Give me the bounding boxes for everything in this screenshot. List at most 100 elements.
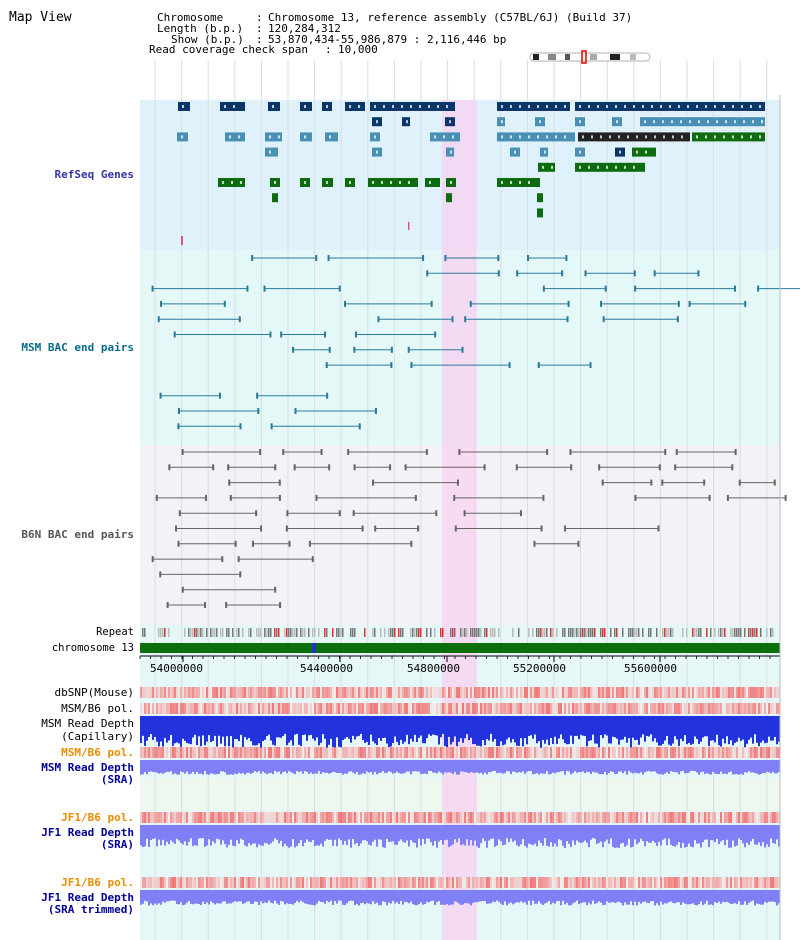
jf1-depth-sra-bar [370, 825, 372, 846]
exon-gap [510, 135, 512, 139]
msm-pol2-heat [146, 747, 148, 758]
repeat-element [518, 628, 520, 637]
jf1-pol-heat [218, 812, 220, 823]
msm-pol2-heat [772, 747, 774, 758]
msm-depth-sra-bar [704, 760, 706, 775]
repeat-element [672, 628, 674, 637]
msm-pol-heat [636, 703, 638, 714]
dbsnp-heat [594, 687, 596, 698]
msm-depth-cap-bar [218, 716, 220, 736]
msm-pol2-heat [552, 747, 554, 758]
jf1-depth-sra-bar [468, 825, 470, 846]
msm-pol2-heat [320, 747, 322, 758]
msm-depth-cap-bar [588, 716, 590, 741]
exon-gap [349, 105, 351, 108]
repeat-element [336, 628, 338, 637]
jf1-pol2-heat [638, 877, 640, 888]
msm-depth-sra-bar [500, 760, 502, 773]
jf1-depth-sra-bar [196, 825, 198, 846]
msm-pol-heat [550, 703, 552, 714]
jf1-pol-heat [738, 812, 740, 823]
dbsnp-heat [754, 687, 756, 698]
jf1-depth-sra-bar [170, 825, 172, 841]
jf1-pol2-heat [712, 877, 714, 888]
jf1-depth-trim-bar [270, 890, 272, 903]
jf1-depth-sra-bar [660, 825, 662, 846]
jf1-depth-trim-bar [508, 890, 510, 904]
b6n-bac-pair-end [159, 571, 162, 578]
msm-pol2-heat [412, 747, 414, 758]
dbsnp-heat [348, 687, 350, 698]
jf1-depth-trim-bar [358, 890, 360, 906]
exon-gap [501, 105, 503, 108]
msm-bac-pair-end [422, 255, 425, 261]
msm-pol-heat [662, 703, 664, 714]
jf1-depth-sra-bar [190, 825, 192, 839]
exon-gap [615, 165, 617, 169]
jf1-pol-heat [516, 812, 518, 823]
msm-depth-cap-bar [762, 716, 764, 741]
msm-depth-sra-bar [158, 760, 160, 774]
msm-pol-heat [372, 703, 374, 714]
b6n-bac-pair-end [288, 540, 291, 547]
repeat-element [730, 628, 732, 637]
msm-pol-heat [300, 703, 302, 714]
msm-depth-cap-bar [312, 716, 314, 739]
length-label: Length (b.p.) [157, 22, 244, 35]
b6n-bac-pair-end [361, 525, 364, 532]
jf1-pol-heat [520, 812, 522, 823]
msm-pol-heat [366, 703, 368, 714]
msm-depth-cap-bar [390, 716, 392, 747]
msm-depth-sra-bar [244, 760, 246, 775]
msm-depth-sra-bar [250, 760, 252, 774]
jf1-pol-heat [770, 812, 772, 823]
msm-pol-heat [400, 703, 402, 714]
dbsnp-heat [484, 687, 486, 698]
jf1-depth-sra-bar [502, 825, 504, 846]
jf1-pol-heat [456, 812, 458, 823]
msm-depth-sra-bar [576, 760, 578, 773]
jf1-depth-sra-bar [514, 825, 516, 841]
msm-depth-sra-bar [464, 760, 466, 773]
jf1-pol-heat [316, 812, 318, 823]
msm-pol2-heat [218, 747, 220, 758]
msm-depth-cap-bar [514, 716, 516, 743]
dbsnp-heat [396, 687, 398, 698]
jf1-depth-sra-bar [664, 825, 666, 839]
msm-bac-pair-end [430, 300, 433, 307]
jf1-depth-sra-bar [608, 825, 610, 844]
jf1-depth-sra-bar [668, 825, 670, 839]
msm-depth-cap-bar [460, 716, 462, 739]
exon-gap [696, 135, 698, 139]
dbsnp-heat [258, 687, 260, 698]
jf1-depth-sra-bar [304, 825, 306, 843]
msm-depth-cap-bar [492, 716, 494, 742]
repeat-element [290, 628, 292, 637]
msm-pol-heat [200, 703, 202, 714]
jf1-pol2-heat [538, 877, 540, 888]
msm-pol2-heat [230, 747, 232, 758]
jf1-depth-trim-bar [758, 890, 760, 904]
exon-gap [501, 135, 503, 139]
dbsnp-heat [184, 687, 186, 698]
dbsnp-heat [632, 687, 634, 698]
jf1-depth-trim-bar [140, 890, 142, 905]
jf1-pol-heat [374, 812, 376, 823]
exon-gap [752, 120, 754, 124]
jf1-pol-heat [174, 812, 176, 823]
repeat-element [342, 628, 344, 637]
msm-pol-heat [340, 703, 342, 714]
dbsnp-heat [622, 687, 624, 698]
msm-depth-sra-bar [566, 760, 568, 771]
msm-pol-heat [358, 703, 360, 714]
jf1-pol-heat [408, 812, 410, 823]
msm-pol-heat [428, 703, 430, 714]
jf1-depth-trim-bar [380, 890, 382, 906]
jf1-pol-heat [580, 812, 582, 823]
msm-pol2-heat [166, 747, 168, 758]
jf1-pol-heat [758, 812, 760, 823]
msm-depth-sra-bar [406, 760, 408, 772]
jf1-depth-trim-bar [238, 890, 240, 902]
msm-pol2-heat [616, 747, 618, 758]
